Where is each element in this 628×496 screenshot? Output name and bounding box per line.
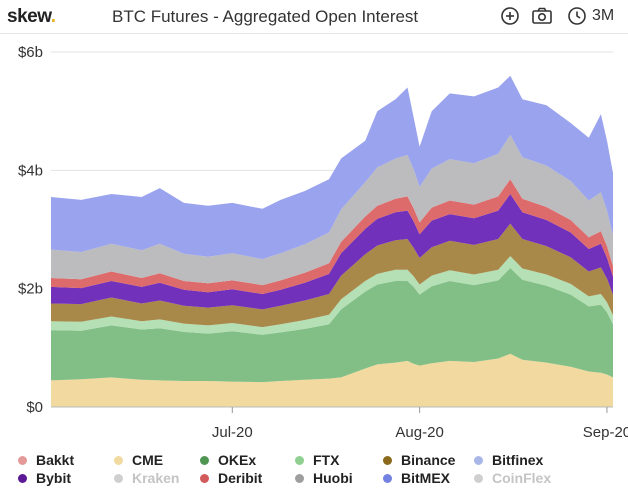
legend-label: Binance (401, 452, 456, 468)
legend-swatch (200, 473, 209, 483)
legend-item-ftx[interactable]: FTX (295, 452, 339, 468)
legend-label: Bybit (36, 470, 71, 486)
y-tick-label: $2b (18, 281, 43, 298)
legend-item-kraken[interactable]: Kraken (114, 470, 179, 486)
legend-swatch (114, 473, 123, 483)
legend-label: OKEx (218, 452, 257, 468)
chart-title: BTC Futures - Aggregated Open Interest (112, 7, 419, 26)
x-tick-label: Sep-20 (583, 424, 628, 441)
legend-label: Bitfinex (492, 452, 544, 468)
legend-item-bakkt[interactable]: Bakkt (18, 452, 74, 468)
screenshot-button[interactable] (530, 5, 554, 27)
legend-swatch (200, 455, 209, 465)
legend-swatch (383, 455, 392, 465)
open-interest-chart: $0 $2b $4b $6b Jul-20 Aug-20 Sep-20 (18, 44, 628, 441)
legend-item-bitfinex[interactable]: Bitfinex (474, 452, 543, 468)
y-tick-label: $0 (26, 399, 43, 416)
area-series-bitmex (51, 75, 613, 260)
logo-dot: . (50, 6, 56, 27)
legend-item-cme[interactable]: CME (114, 452, 163, 468)
area-series-binance (51, 223, 613, 328)
legend-item-huobi[interactable]: Huobi (295, 470, 353, 486)
legend-swatch (18, 473, 27, 483)
area-series-ftx (51, 256, 613, 335)
y-tick-label: $4b (18, 162, 43, 179)
plus-circle-icon (501, 7, 519, 25)
legend-item-bitmex[interactable]: BitMEX (383, 470, 450, 486)
time-range-button[interactable] (566, 5, 622, 27)
area-series-huobi (51, 134, 613, 286)
area-series-deribit (51, 179, 613, 294)
logo-text: skew (7, 6, 51, 27)
legend-label: CME (132, 452, 164, 468)
legend-label: Huobi (313, 470, 353, 486)
legend-label: Deribit (218, 470, 263, 486)
legend-item-bybit[interactable]: Bybit (18, 470, 71, 486)
area-series-bybit (51, 194, 613, 310)
legend-swatch (295, 473, 304, 483)
legend-swatch (474, 473, 483, 483)
legend-swatch (383, 473, 392, 483)
legend-item-coinflex[interactable]: CoinFlex (474, 470, 551, 486)
legend-label: FTX (313, 452, 340, 468)
legend-item-binance[interactable]: Binance (383, 452, 455, 468)
legend-swatch (18, 455, 27, 465)
legend-item-deribit[interactable]: Deribit (200, 470, 262, 486)
add-chart-button[interactable] (499, 5, 521, 27)
x-tick-label: Aug-20 (395, 424, 443, 441)
chart-header: skew. BTC Futures - Aggregated Open Inte… (0, 0, 628, 34)
legend-label: CoinFlex (492, 470, 552, 486)
legend-swatch (474, 455, 483, 465)
area-series-okex (51, 268, 613, 383)
legend-swatch (114, 455, 123, 465)
skew-logo: skew. (7, 6, 56, 28)
camera-icon (532, 7, 552, 24)
legend-label: BitMEX (401, 470, 450, 486)
legend-label: Bakkt (36, 452, 75, 468)
y-tick-label: $6b (18, 44, 43, 61)
x-tick-label: Jul-20 (212, 424, 253, 441)
legend-label: Kraken (132, 470, 180, 486)
time-range-label: 3M (592, 7, 615, 24)
legend-item-okex[interactable]: OKEx (200, 452, 256, 468)
chart-legend: Bakkt CME OKEx FTX Binance Bitfinex Bybit Krake… (0, 450, 628, 496)
clock-icon (568, 7, 586, 25)
area-series-cme (51, 353, 613, 407)
legend-swatch (295, 455, 304, 465)
